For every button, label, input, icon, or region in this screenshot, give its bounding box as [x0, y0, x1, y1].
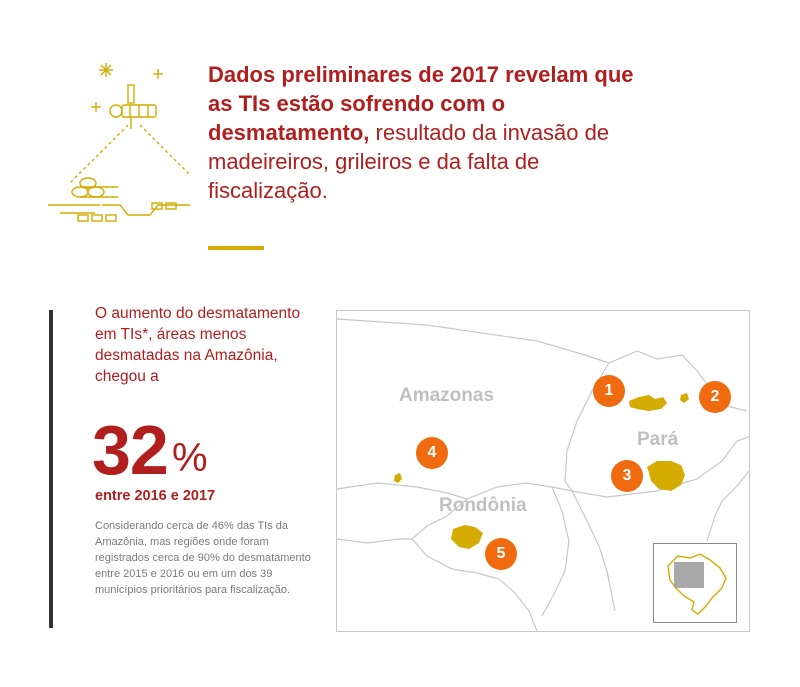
label-rondonia: Rondônia [439, 495, 527, 516]
deforestation-map: Amazonas Pará Rondônia 1 2 3 4 5 [336, 310, 750, 632]
sparkle-icon [99, 63, 113, 77]
ti-area-4 [394, 473, 402, 483]
brazil-locator-icon [653, 543, 737, 623]
stat-value: 32 [92, 411, 169, 489]
satellite-illustration-icon [40, 55, 200, 235]
marker-2: 2 [699, 381, 731, 413]
ti-area-5 [451, 525, 483, 549]
marker-5: 5 [485, 538, 517, 570]
marker-4: 4 [416, 437, 448, 469]
headline-rest: resultado da invasão de madeireiros, gri… [208, 120, 610, 203]
ti-area-2 [680, 393, 689, 403]
stat-unit: % [172, 436, 208, 480]
headline: Dados preliminares de 2017 revelam que a… [208, 60, 648, 205]
label-para: Pará [637, 429, 679, 450]
marker-1: 1 [593, 375, 625, 407]
stat-note: Considerando cerca de 46% das TIs da Ama… [95, 520, 311, 596]
stat-period: entre 2016 e 2017 [95, 488, 216, 504]
headline-bold: Dados preliminares de 2017 revelam que a… [208, 62, 634, 145]
stat-intro: O aumento do desmatamento em TIs*, áreas… [95, 305, 301, 385]
ti-area-3 [647, 461, 685, 491]
marker-3: 3 [611, 460, 643, 492]
ti-area-1 [629, 395, 667, 411]
headline-divider [208, 246, 264, 250]
label-amazonas: Amazonas [399, 385, 495, 406]
side-bar-divider [49, 310, 53, 628]
